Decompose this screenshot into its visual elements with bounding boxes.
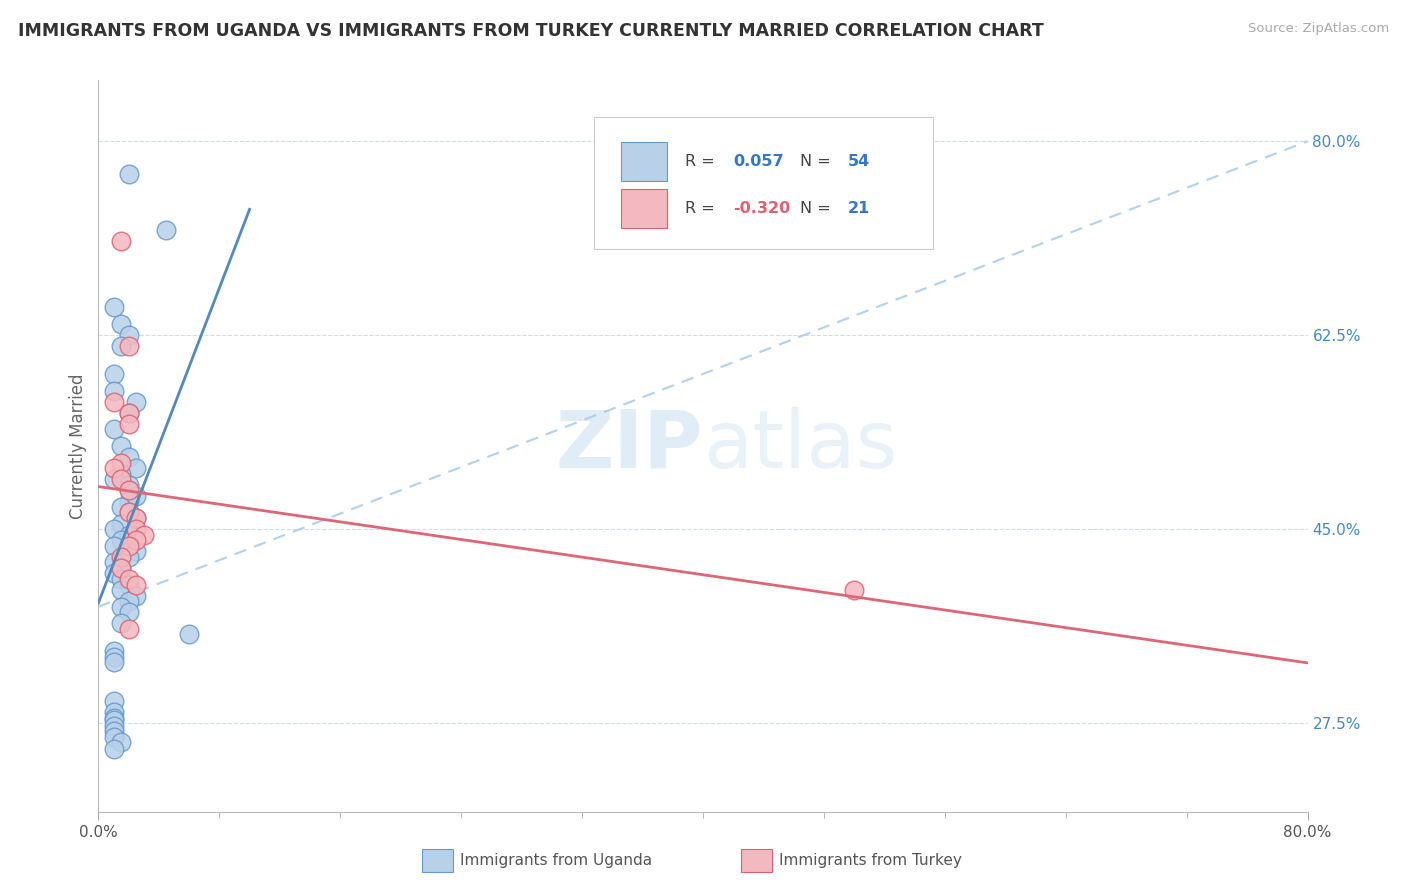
- Point: [103, 301, 125, 315]
- Point: [103, 694, 125, 708]
- Point: [103, 713, 125, 727]
- Point: [110, 561, 132, 575]
- Point: [125, 394, 148, 409]
- Point: [125, 461, 148, 475]
- Point: [103, 710, 125, 724]
- Point: [103, 705, 125, 719]
- Point: [103, 723, 125, 738]
- Point: [118, 539, 141, 553]
- Point: [103, 422, 125, 436]
- FancyBboxPatch shape: [595, 117, 932, 249]
- Point: [110, 583, 132, 598]
- Point: [118, 506, 141, 520]
- Point: [118, 328, 141, 343]
- Text: R =: R =: [685, 201, 720, 216]
- Point: [179, 627, 201, 641]
- Point: [103, 472, 125, 486]
- Point: [125, 522, 148, 536]
- Point: [125, 489, 148, 503]
- Point: [125, 589, 148, 603]
- Point: [118, 594, 141, 608]
- Point: [110, 533, 132, 548]
- Point: [110, 234, 132, 248]
- Point: [118, 477, 141, 491]
- Point: [118, 494, 141, 508]
- Point: [844, 583, 866, 598]
- Text: Source: ZipAtlas.com: Source: ZipAtlas.com: [1249, 22, 1389, 36]
- Point: [118, 406, 141, 420]
- Point: [118, 406, 141, 420]
- Point: [103, 384, 125, 398]
- Point: [110, 516, 132, 531]
- Point: [110, 616, 132, 631]
- Point: [110, 561, 132, 575]
- Text: atlas: atlas: [703, 407, 897, 485]
- FancyBboxPatch shape: [621, 188, 666, 228]
- FancyBboxPatch shape: [621, 142, 666, 181]
- Point: [110, 500, 132, 514]
- Point: [103, 522, 125, 536]
- Text: Immigrants from Uganda: Immigrants from Uganda: [460, 854, 652, 868]
- Point: [110, 472, 132, 486]
- Point: [118, 483, 141, 498]
- Point: [118, 622, 141, 636]
- Text: Immigrants from Turkey: Immigrants from Turkey: [779, 854, 962, 868]
- Point: [110, 599, 132, 614]
- Point: [110, 549, 132, 564]
- Point: [110, 339, 132, 353]
- Text: N =: N =: [800, 201, 835, 216]
- Point: [103, 367, 125, 381]
- Point: [118, 506, 141, 520]
- Text: 54: 54: [848, 154, 870, 169]
- Point: [103, 719, 125, 733]
- Y-axis label: Currently Married: Currently Married: [69, 373, 87, 519]
- Point: [103, 741, 125, 756]
- Point: [118, 417, 141, 431]
- Point: [125, 533, 148, 548]
- Point: [103, 655, 125, 669]
- Text: 0.057: 0.057: [734, 154, 785, 169]
- Point: [118, 483, 141, 498]
- Point: [110, 317, 132, 331]
- Text: -0.320: -0.320: [734, 201, 790, 216]
- Point: [125, 544, 148, 558]
- Point: [118, 450, 141, 464]
- Point: [103, 566, 125, 581]
- Text: 21: 21: [848, 201, 870, 216]
- Text: IMMIGRANTS FROM UGANDA VS IMMIGRANTS FROM TURKEY CURRENTLY MARRIED CORRELATION C: IMMIGRANTS FROM UGANDA VS IMMIGRANTS FRO…: [18, 22, 1045, 40]
- Point: [118, 605, 141, 619]
- Point: [103, 731, 125, 745]
- Point: [110, 735, 132, 749]
- Point: [118, 549, 141, 564]
- Point: [103, 644, 125, 658]
- Text: N =: N =: [800, 154, 835, 169]
- Point: [110, 467, 132, 481]
- Point: [103, 394, 125, 409]
- Point: [118, 527, 141, 541]
- Point: [103, 539, 125, 553]
- Point: [125, 511, 148, 525]
- Point: [125, 511, 148, 525]
- Point: [155, 223, 177, 237]
- Point: [118, 168, 141, 182]
- Point: [118, 572, 141, 586]
- Point: [110, 456, 132, 470]
- Point: [110, 439, 132, 453]
- Point: [132, 527, 155, 541]
- Point: [125, 577, 148, 591]
- Point: [118, 577, 141, 591]
- Point: [110, 572, 132, 586]
- Point: [103, 461, 125, 475]
- Text: R =: R =: [685, 154, 720, 169]
- Point: [118, 339, 141, 353]
- Point: [103, 649, 125, 664]
- Text: ZIP: ZIP: [555, 407, 703, 485]
- Point: [103, 555, 125, 569]
